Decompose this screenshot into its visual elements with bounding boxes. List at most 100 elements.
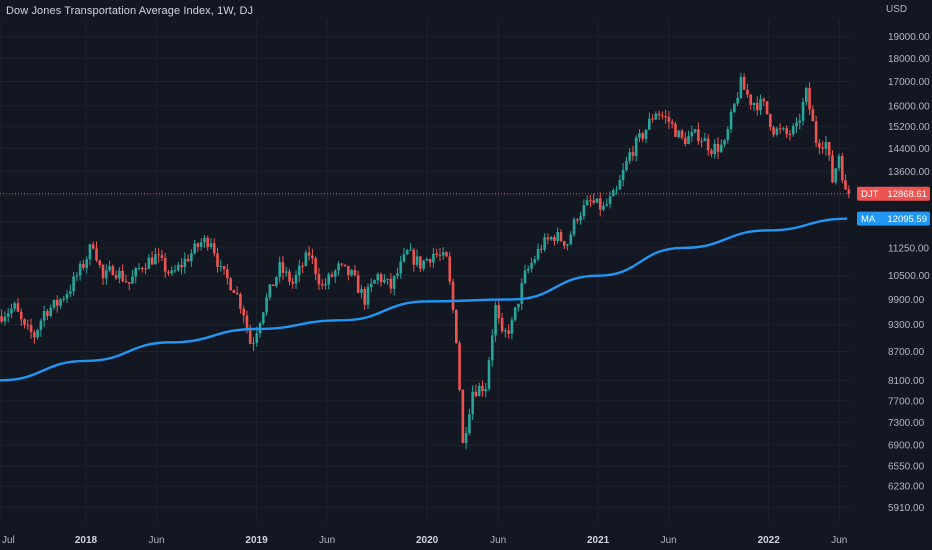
candle[interactable] <box>193 239 196 255</box>
candle[interactable] <box>212 238 216 257</box>
candle[interactable] <box>543 233 546 252</box>
candle[interactable] <box>389 273 393 294</box>
candle[interactable] <box>134 266 138 284</box>
candle[interactable] <box>33 329 36 344</box>
candle[interactable] <box>46 309 49 321</box>
candle[interactable] <box>373 279 376 284</box>
candle[interactable] <box>661 111 664 120</box>
candle[interactable] <box>791 123 795 137</box>
candle[interactable] <box>183 252 187 274</box>
candle[interactable] <box>441 247 445 260</box>
candle[interactable] <box>78 260 82 281</box>
candle[interactable] <box>500 313 504 334</box>
candle[interactable] <box>340 262 344 267</box>
candle[interactable] <box>553 234 556 246</box>
candle[interactable] <box>3 311 7 326</box>
candle[interactable] <box>683 132 687 147</box>
candle[interactable] <box>517 303 520 312</box>
candle[interactable] <box>170 266 174 276</box>
candle[interactable] <box>173 264 177 273</box>
candle[interactable] <box>769 113 772 131</box>
candle[interactable] <box>798 113 802 130</box>
candle[interactable] <box>422 259 425 271</box>
candle[interactable] <box>307 246 311 261</box>
candle[interactable] <box>438 248 442 261</box>
candle[interactable] <box>16 298 20 313</box>
candle[interactable] <box>82 259 85 271</box>
candle[interactable] <box>631 145 635 161</box>
price-axis[interactable]: 19000.00 18000.00 17000.00 16000.00 15200.00… <box>888 32 930 514</box>
candle[interactable] <box>124 274 128 283</box>
candle[interactable] <box>271 284 275 287</box>
candle[interactable] <box>140 266 144 273</box>
candle[interactable] <box>330 271 334 279</box>
candle[interactable] <box>350 268 353 277</box>
candle[interactable] <box>765 101 769 115</box>
candle[interactable] <box>667 110 671 130</box>
candle[interactable] <box>598 192 602 217</box>
candle[interactable] <box>464 427 468 450</box>
candle[interactable] <box>831 150 834 183</box>
candle[interactable] <box>533 255 537 265</box>
candle[interactable] <box>585 195 589 206</box>
candle[interactable] <box>618 175 622 190</box>
candle[interactable] <box>729 108 733 134</box>
candle[interactable] <box>530 257 533 273</box>
candle[interactable] <box>294 270 298 289</box>
candle[interactable] <box>209 238 213 250</box>
candle[interactable] <box>621 162 625 187</box>
candle[interactable] <box>759 94 762 116</box>
candle[interactable] <box>222 265 226 275</box>
candle[interactable] <box>484 382 488 398</box>
candle[interactable] <box>363 286 367 310</box>
candle[interactable] <box>746 83 749 98</box>
candle[interactable] <box>392 275 396 296</box>
candle[interactable] <box>399 255 403 279</box>
candle[interactable] <box>795 117 798 133</box>
candle[interactable] <box>670 118 674 129</box>
candle[interactable] <box>360 284 363 299</box>
candle[interactable] <box>154 247 157 265</box>
candle[interactable] <box>569 231 573 246</box>
candle[interactable] <box>827 141 831 161</box>
candle[interactable] <box>710 148 713 158</box>
candle[interactable] <box>526 265 530 274</box>
candle[interactable] <box>847 185 851 199</box>
candle[interactable] <box>680 128 684 140</box>
candle[interactable] <box>203 235 206 248</box>
candle[interactable] <box>301 262 304 273</box>
candle[interactable] <box>690 125 694 142</box>
candle[interactable] <box>23 318 26 329</box>
candle[interactable] <box>837 153 841 172</box>
candle[interactable] <box>432 247 435 268</box>
candle[interactable] <box>320 279 324 290</box>
candle[interactable] <box>752 102 756 112</box>
candle[interactable] <box>520 278 524 310</box>
candle[interactable] <box>602 201 605 212</box>
candle[interactable] <box>788 129 792 141</box>
candle[interactable] <box>98 259 102 269</box>
candle[interactable] <box>0 309 3 324</box>
candle[interactable] <box>62 295 66 303</box>
candle[interactable] <box>507 324 510 339</box>
candle[interactable] <box>641 131 645 143</box>
candle[interactable] <box>808 82 811 115</box>
candle[interactable] <box>638 129 641 143</box>
candle[interactable] <box>703 132 707 142</box>
candle[interactable] <box>52 299 56 311</box>
candle[interactable] <box>219 259 223 272</box>
candle[interactable] <box>628 148 631 165</box>
candle[interactable] <box>742 73 746 90</box>
candle[interactable] <box>562 240 566 250</box>
candle[interactable] <box>275 276 278 288</box>
candle[interactable] <box>229 277 232 291</box>
candle[interactable] <box>674 121 677 138</box>
candle[interactable] <box>772 125 775 138</box>
candle[interactable] <box>199 238 203 251</box>
candle[interactable] <box>723 138 726 148</box>
candle[interactable] <box>186 254 190 263</box>
candle[interactable] <box>805 86 808 106</box>
candle[interactable] <box>311 248 314 264</box>
candle[interactable] <box>844 174 847 190</box>
candle[interactable] <box>297 259 301 283</box>
